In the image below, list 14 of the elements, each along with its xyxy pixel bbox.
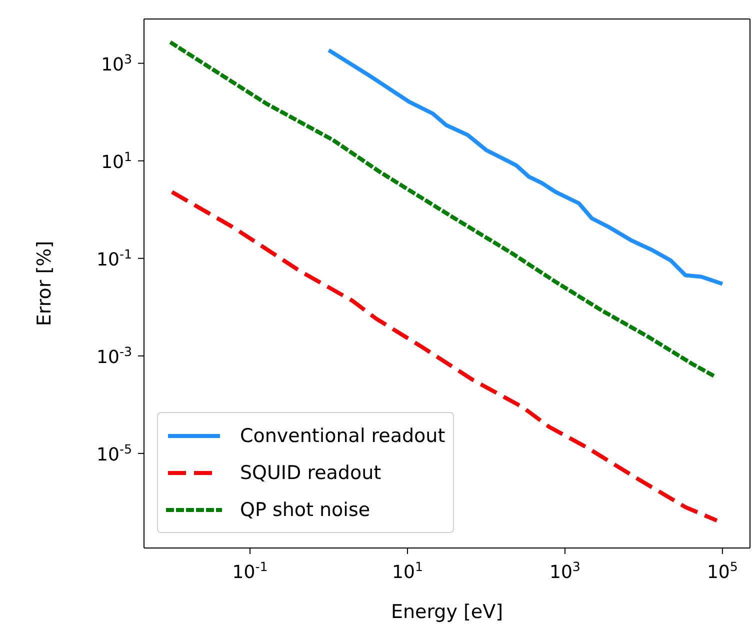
x-tick-label: 10$^{-1}$ xyxy=(232,558,268,583)
x-tick-label: 10$^{5}$ xyxy=(706,558,738,583)
legend-label: QP shot noise xyxy=(240,498,370,520)
legend-label: Conventional readout xyxy=(240,424,446,446)
x-axis-title: Energy [eV] xyxy=(390,601,504,623)
y-axis-title: Error [%] xyxy=(34,240,56,326)
y-tick-label: 10$^{-3}$ xyxy=(96,343,132,368)
y-tick-label: 10$^{3}$ xyxy=(101,50,132,76)
y-tick-label: 10$^{-1}$ xyxy=(96,246,132,270)
x-tick-label: 10$^{1}$ xyxy=(392,558,423,583)
x-tick-label: 10$^{3}$ xyxy=(550,558,580,583)
y-tick-label: 10$^{-5}$ xyxy=(96,440,132,466)
legend-label: SQUID readout xyxy=(240,462,382,484)
y-tick-label: 10$^{1}$ xyxy=(101,148,132,173)
